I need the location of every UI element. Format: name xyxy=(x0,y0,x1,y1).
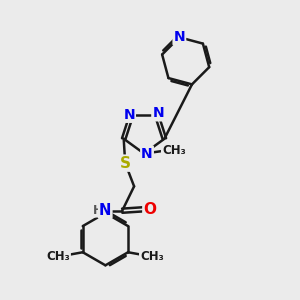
Text: N: N xyxy=(173,30,185,44)
Text: N: N xyxy=(99,202,112,217)
Text: CH₃: CH₃ xyxy=(140,250,164,263)
Text: CH₃: CH₃ xyxy=(162,144,186,157)
Text: H: H xyxy=(93,204,103,217)
Text: S: S xyxy=(120,156,131,171)
Text: N: N xyxy=(123,108,135,122)
Text: O: O xyxy=(143,202,156,217)
Text: N: N xyxy=(152,106,164,120)
Text: N: N xyxy=(141,147,153,160)
Text: CH₃: CH₃ xyxy=(46,250,70,263)
